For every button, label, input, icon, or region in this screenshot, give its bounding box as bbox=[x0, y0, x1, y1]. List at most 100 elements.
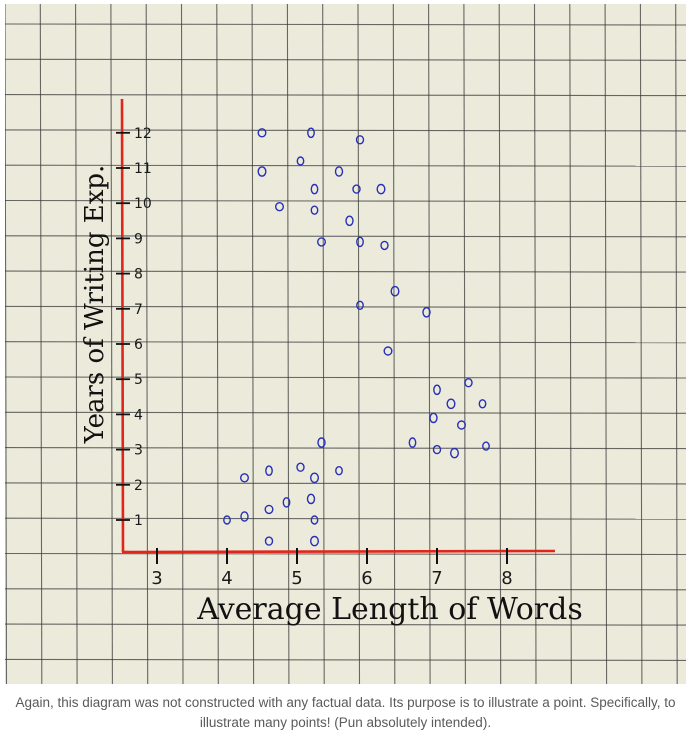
grid-line-horizontal bbox=[4, 623, 687, 626]
data-point bbox=[310, 472, 320, 484]
grid-line-vertical bbox=[145, 3, 149, 685]
data-point bbox=[356, 236, 364, 248]
x-tick-label: 5 bbox=[291, 568, 302, 589]
grid-line-horizontal bbox=[4, 588, 687, 591]
grid-line-vertical bbox=[216, 3, 219, 685]
data-point bbox=[464, 378, 473, 388]
data-point bbox=[478, 399, 487, 409]
data-point bbox=[383, 346, 393, 356]
grid-line-vertical bbox=[639, 3, 643, 685]
data-point bbox=[450, 447, 460, 459]
data-point bbox=[355, 135, 365, 145]
data-points bbox=[223, 127, 490, 547]
x-tick-label: 3 bbox=[151, 568, 162, 589]
x-tick-label: 8 bbox=[501, 568, 512, 589]
grid-line-horizontal bbox=[4, 447, 687, 450]
y-tick-label: 4 bbox=[134, 407, 143, 423]
grid-line-horizontal bbox=[4, 482, 687, 485]
grid-line-horizontal bbox=[4, 341, 687, 344]
grid-line-vertical bbox=[110, 3, 113, 685]
grid-line-vertical bbox=[392, 3, 396, 685]
y-axis-label: Years of Writing Exp. bbox=[80, 165, 110, 445]
data-point bbox=[310, 535, 320, 547]
y-tick-label: 10 bbox=[134, 196, 152, 212]
grid-line-vertical bbox=[675, 3, 678, 685]
grid-line-horizontal bbox=[4, 376, 687, 379]
grid-lines bbox=[4, 3, 687, 685]
data-point bbox=[282, 497, 291, 508]
data-point bbox=[446, 398, 456, 410]
y-axis-line bbox=[120, 98, 125, 553]
grid-line-horizontal bbox=[4, 164, 687, 167]
data-point bbox=[306, 493, 316, 505]
grid-line-horizontal bbox=[4, 235, 687, 238]
data-point bbox=[422, 306, 431, 318]
grid-line-vertical bbox=[180, 3, 184, 685]
x-axis-label: Average Length of Words bbox=[196, 592, 583, 627]
data-point bbox=[310, 205, 319, 215]
grid-line-vertical bbox=[39, 3, 43, 685]
data-point bbox=[257, 128, 267, 138]
grid-line-horizontal bbox=[4, 658, 687, 661]
y-tick-label: 3 bbox=[134, 443, 143, 459]
grid-line-horizontal bbox=[4, 94, 687, 97]
data-point bbox=[345, 215, 354, 227]
y-tick-label: 5 bbox=[134, 372, 143, 388]
data-point bbox=[223, 515, 231, 525]
grid-line-horizontal bbox=[4, 199, 687, 203]
x-axis-ticks: 3 4 5 6 7 8 bbox=[151, 548, 513, 589]
grid-line-vertical bbox=[4, 3, 8, 685]
data-point bbox=[310, 183, 319, 195]
data-point bbox=[307, 127, 315, 139]
data-point bbox=[310, 515, 319, 525]
grid-line-vertical bbox=[498, 3, 502, 685]
data-point bbox=[433, 384, 441, 396]
grid-line-vertical bbox=[569, 3, 572, 685]
grid-line-horizontal bbox=[4, 58, 687, 61]
grid-line-vertical bbox=[322, 3, 325, 685]
data-point bbox=[356, 300, 364, 310]
data-point bbox=[257, 166, 267, 177]
y-tick-label: 12 bbox=[134, 126, 152, 142]
grid-line-vertical bbox=[604, 3, 608, 685]
data-point bbox=[390, 285, 400, 297]
data-point bbox=[317, 237, 327, 247]
grid-line-vertical bbox=[463, 3, 466, 685]
y-tick-label: 9 bbox=[134, 231, 143, 247]
x-axis-line bbox=[121, 549, 556, 554]
data-point bbox=[275, 201, 285, 212]
data-point bbox=[335, 466, 343, 476]
data-point bbox=[317, 437, 326, 448]
grid-line-horizontal bbox=[4, 305, 687, 308]
y-tick-label: 2 bbox=[134, 478, 143, 494]
data-point bbox=[239, 473, 249, 483]
grid-line-horizontal bbox=[4, 411, 687, 414]
data-point bbox=[376, 183, 386, 195]
grid-line-vertical bbox=[75, 3, 78, 685]
data-point bbox=[380, 240, 389, 251]
x-tick-label: 6 bbox=[361, 568, 372, 589]
data-point bbox=[240, 511, 249, 522]
data-point bbox=[408, 437, 417, 448]
figure-caption: Again, this diagram was not constructed … bbox=[15, 695, 676, 730]
y-tick-label: 6 bbox=[134, 337, 143, 353]
data-point bbox=[296, 156, 305, 166]
data-point bbox=[482, 441, 490, 451]
data-point bbox=[457, 420, 467, 430]
data-point bbox=[429, 412, 438, 424]
grid-line-horizontal bbox=[4, 270, 687, 273]
x-tick-label: 4 bbox=[221, 568, 232, 589]
y-tick-label: 11 bbox=[134, 161, 152, 177]
data-point bbox=[264, 536, 274, 546]
data-point bbox=[352, 184, 361, 194]
grid-line-horizontal bbox=[4, 517, 687, 520]
data-point bbox=[334, 166, 344, 177]
grid-line-horizontal bbox=[4, 129, 687, 132]
grid-line-vertical bbox=[357, 3, 361, 685]
grid-line-vertical bbox=[286, 3, 290, 685]
data-point bbox=[432, 444, 442, 455]
grid-line-vertical bbox=[533, 3, 537, 685]
